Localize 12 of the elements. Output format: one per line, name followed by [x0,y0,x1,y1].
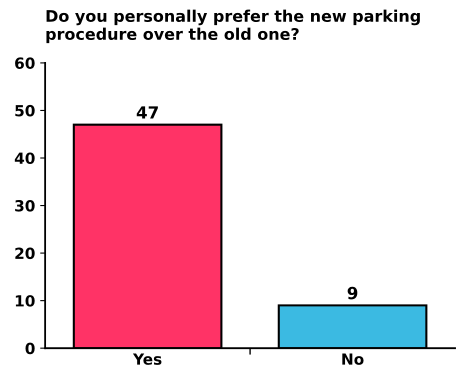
y-tick-label: 30 [15,200,35,212]
chart-title: Do you personally prefer the new parking procedure over the old one? [46,10,420,44]
y-tick-label: 0 [26,342,35,354]
data-label: 9 [348,286,358,300]
y-tick-label: 40 [14,152,35,164]
y-tick-label: 10 [16,295,35,307]
y-tick-label: 50 [15,104,35,116]
y-tick-label: 20 [15,248,35,260]
y-tick-label: 60 [15,57,35,69]
data-label: 47 [136,106,158,118]
x-tick-label: No [342,354,364,365]
x-tick-label: Yes [132,354,162,365]
